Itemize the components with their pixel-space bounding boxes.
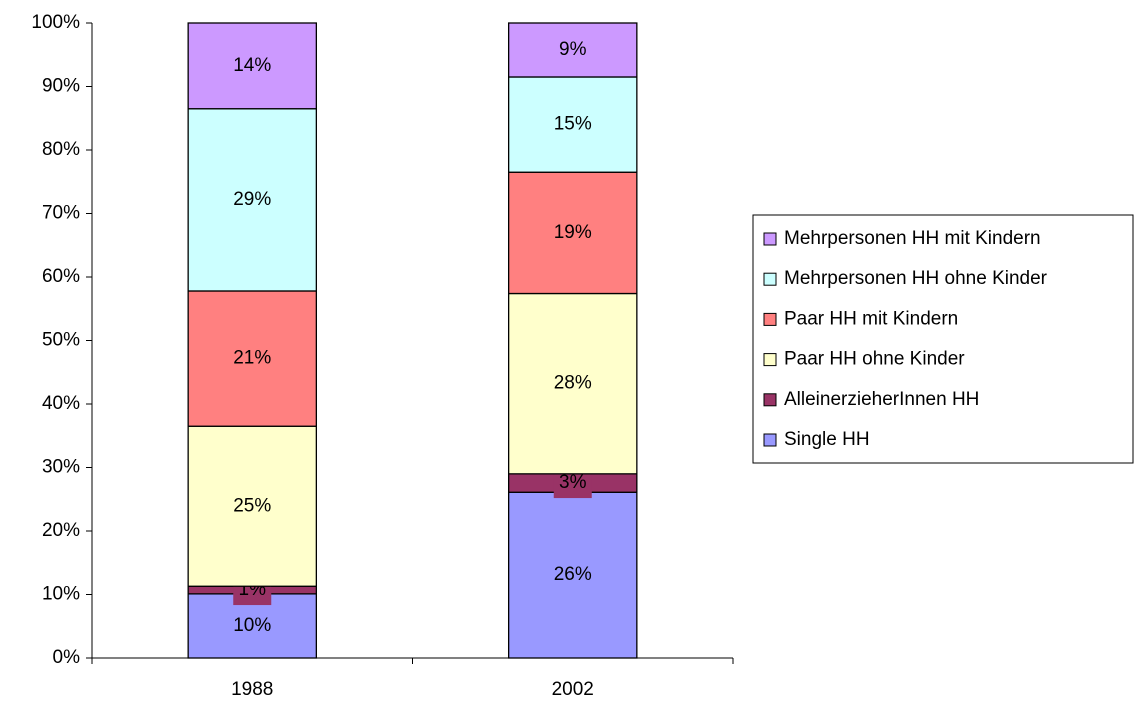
- bar-segment: [187, 22, 317, 110]
- y-tick-label: 10%: [42, 584, 80, 605]
- data-label: 19%: [554, 222, 592, 243]
- legend-swatch: [763, 232, 777, 246]
- x-tick-label: 1988: [231, 679, 273, 700]
- data-label: 3%: [559, 472, 587, 493]
- y-tick-label: 80%: [42, 139, 80, 160]
- bar-segment: [507, 292, 638, 475]
- data-label: 29%: [233, 189, 271, 210]
- y-tick-label: 0%: [53, 647, 81, 668]
- bar-segment: [187, 290, 317, 427]
- data-label: 10%: [233, 615, 271, 636]
- bar-segment: [507, 22, 638, 78]
- data-label: 26%: [554, 564, 592, 585]
- data-label: 15%: [554, 114, 592, 135]
- data-label: 25%: [233, 495, 271, 516]
- data-label: 9%: [559, 39, 587, 60]
- legend-label: AlleinerzieherInnen HH: [784, 389, 979, 410]
- legend-swatch: [763, 312, 777, 326]
- y-tick-label: 40%: [42, 393, 80, 414]
- legend-label: Single HH: [784, 429, 870, 450]
- legend-swatch: [763, 393, 777, 407]
- legend-label: Paar HH ohne Kinder: [784, 349, 965, 370]
- legend-label: Mehrpersonen HH mit Kindern: [784, 228, 1041, 249]
- y-tick-label: 100%: [31, 12, 80, 33]
- legend-swatch: [763, 272, 777, 286]
- data-label: 28%: [554, 373, 592, 394]
- x-tick-label: 2002: [552, 679, 594, 700]
- y-tick-label: 90%: [42, 76, 80, 97]
- y-tick-label: 20%: [42, 520, 80, 541]
- data-label: 14%: [233, 55, 271, 76]
- bar-segment: [187, 593, 317, 659]
- bar-segment: [507, 491, 638, 659]
- legend-swatch: [763, 433, 777, 447]
- legend-box: [752, 214, 1134, 464]
- bar-segment: [507, 171, 638, 295]
- legend-label: Paar HH mit Kindern: [784, 308, 958, 329]
- y-tick-label: 70%: [42, 203, 80, 224]
- legend-label: Mehrpersonen HH ohne Kinder: [784, 268, 1048, 289]
- bar-segment: [187, 108, 317, 292]
- y-tick-label: 50%: [42, 330, 80, 351]
- y-tick-label: 30%: [42, 457, 80, 478]
- bar-segment: [507, 76, 638, 173]
- y-tick-label: 60%: [42, 266, 80, 287]
- legend-swatch: [763, 353, 777, 367]
- data-label: 21%: [233, 348, 271, 369]
